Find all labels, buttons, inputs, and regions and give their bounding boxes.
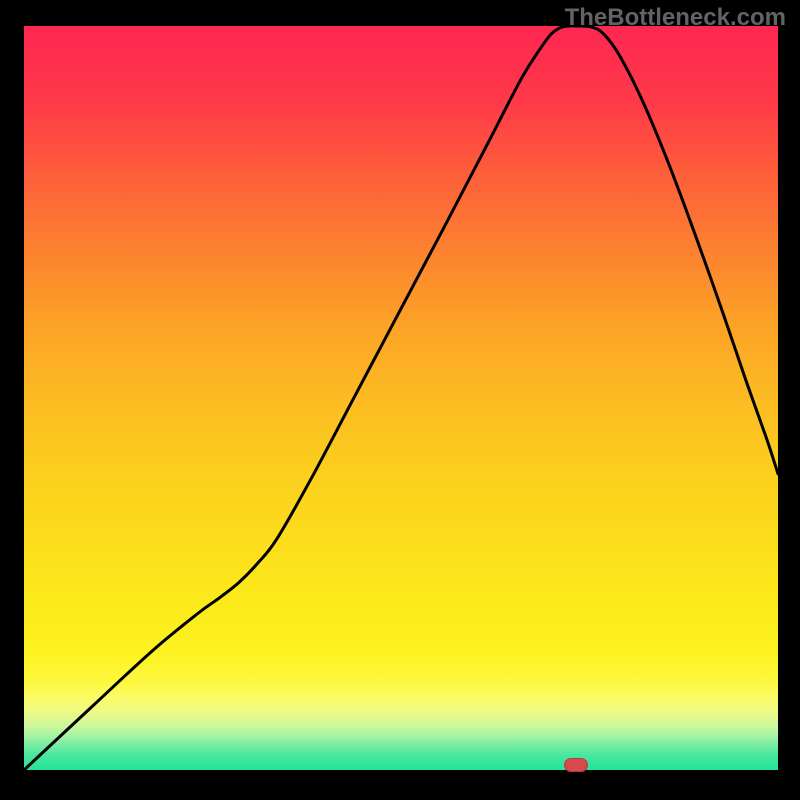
optimal-point-marker bbox=[564, 758, 588, 772]
plot-area bbox=[24, 26, 778, 770]
bottleneck-curve bbox=[24, 26, 778, 770]
chart-container: TheBottleneck.com bbox=[0, 0, 800, 800]
watermark-text: TheBottleneck.com bbox=[565, 4, 786, 32]
